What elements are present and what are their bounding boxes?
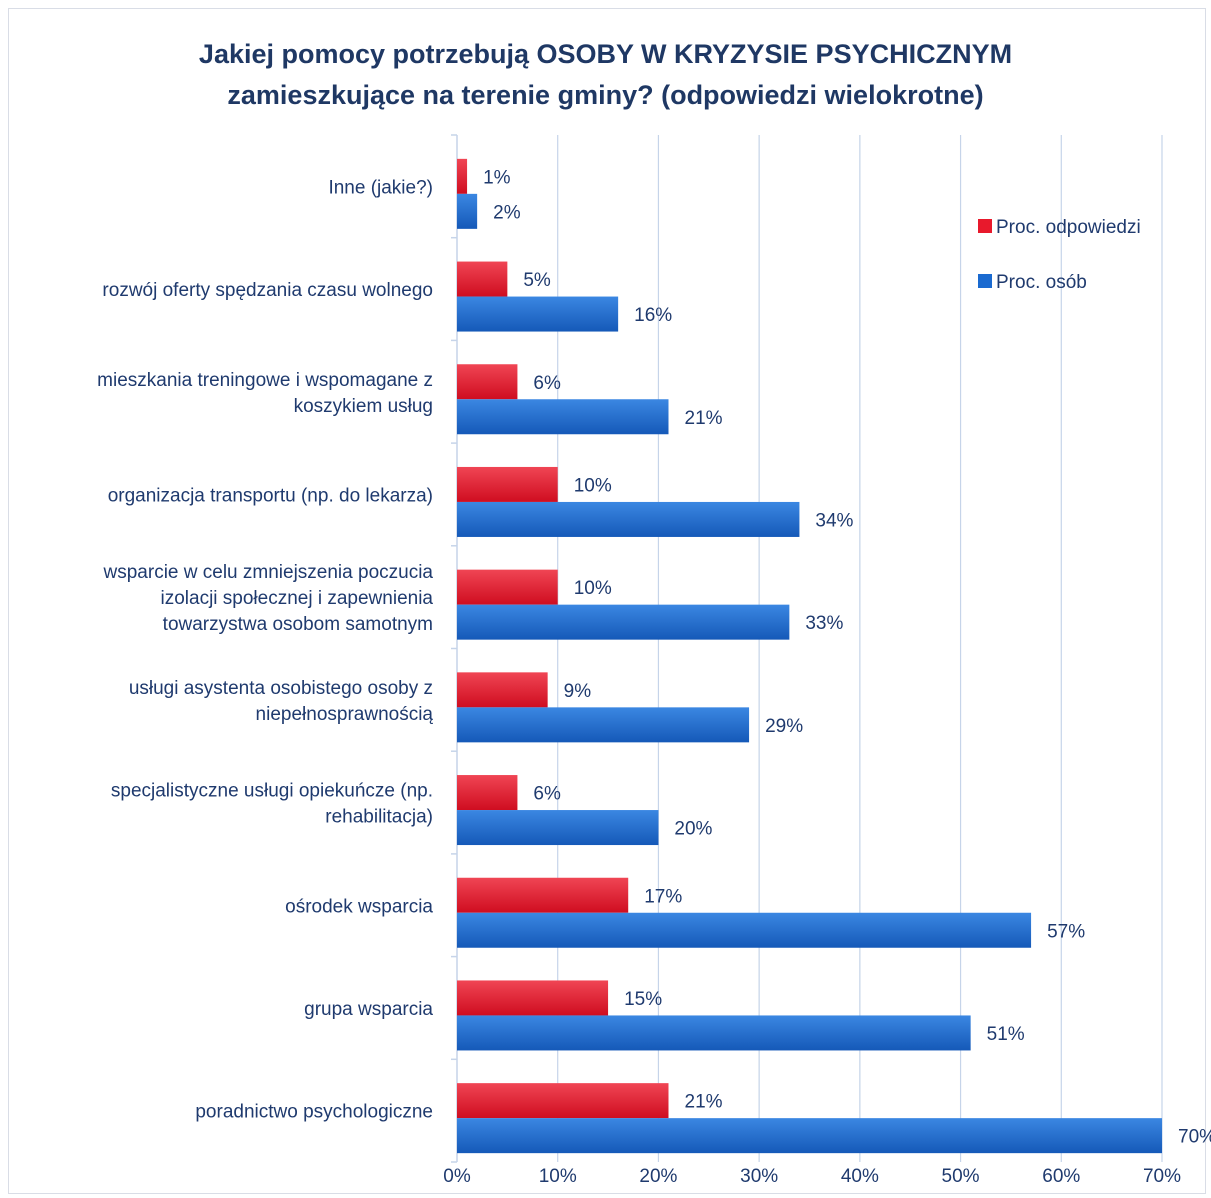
data-label: 15%: [624, 989, 662, 1010]
data-label: 34%: [815, 510, 853, 531]
bar-proc-osob: [457, 399, 669, 435]
x-tick-label: 60%: [1042, 1166, 1080, 1187]
x-tick-label: 40%: [841, 1166, 879, 1187]
category-label: usługi asystenta osobistego osoby z: [129, 678, 433, 699]
chart-title-line-2: zamieszkujące na terenie gminy? (odpowie…: [227, 80, 984, 110]
bar-proc-odpowiedzi: [457, 569, 558, 605]
bar-proc-osob: [457, 912, 1032, 948]
category-label: rehabilitacja): [325, 807, 433, 828]
data-label: 6%: [533, 373, 561, 394]
category-label: niepełnosprawnością: [256, 704, 434, 725]
bar-proc-osob: [457, 604, 790, 640]
legend-swatch-red: [978, 219, 992, 233]
x-tick-label: 70%: [1143, 1166, 1181, 1187]
bar-proc-odpowiedzi: [457, 1083, 669, 1119]
bar-proc-odpowiedzi: [457, 364, 518, 400]
bar-proc-odpowiedzi: [457, 877, 629, 913]
data-label: 9%: [564, 681, 592, 702]
bars: [457, 158, 1162, 1154]
bar-proc-odpowiedzi: [457, 261, 508, 297]
data-label: 6%: [533, 784, 561, 805]
data-label: 16%: [634, 305, 672, 326]
chart-title-line-1: Jakiej pomocy potrzebują OSOBY W KRYZYSI…: [198, 39, 1013, 69]
category-label: specjalistyczne usługi opiekuńcze (np.: [111, 781, 433, 802]
data-label: 57%: [1047, 921, 1085, 942]
bar-proc-osob: [457, 707, 750, 743]
legend: Proc. odpowiedzi Proc. osób: [978, 217, 1141, 293]
data-label: 21%: [685, 408, 723, 429]
x-tick-label: 10%: [539, 1166, 577, 1187]
category-label: poradnictwo psychologiczne: [195, 1102, 433, 1123]
data-label: 17%: [644, 886, 682, 907]
data-labels: 1% 5% 6% 10% 10% 9% 6% 17% 15% 21% 2% 16% 21% 34% 33% 2…: [483, 167, 1211, 1147]
category-label: rozwój oferty spędzania czasu wolnego: [102, 280, 433, 301]
bar-proc-odpowiedzi: [457, 158, 468, 194]
category-label: koszykiem usług: [294, 396, 433, 417]
legend-label: Proc. osób: [996, 272, 1087, 293]
y-axis: [451, 134, 458, 1163]
data-label: 10%: [574, 475, 612, 496]
category-label: organizacja transportu (np. do lekarza): [108, 485, 433, 506]
bar-proc-osob: [457, 810, 659, 846]
category-label: izolacji społecznej i zapewnienia: [161, 588, 434, 609]
legend-label: Proc. odpowiedzi: [996, 217, 1141, 238]
x-tick-label: 50%: [942, 1166, 980, 1187]
category-label: grupa wsparcia: [304, 999, 433, 1020]
data-label: 21%: [685, 1092, 723, 1113]
bar-proc-osob: [457, 501, 800, 537]
x-tick-label: 0%: [443, 1166, 471, 1187]
legend-swatch-blue: [978, 274, 992, 288]
data-label: 20%: [674, 819, 712, 840]
bar-proc-osob: [457, 193, 478, 229]
bar-proc-osob: [457, 1118, 1162, 1154]
data-label: 51%: [987, 1024, 1025, 1045]
bar-proc-odpowiedzi: [457, 980, 609, 1016]
data-label: 10%: [574, 578, 612, 599]
x-tick-label: 30%: [740, 1166, 778, 1187]
chart-title: Jakiej pomocy potrzebują OSOBY W KRYZYSI…: [0, 34, 1211, 116]
bar-proc-odpowiedzi: [457, 672, 548, 708]
data-label: 29%: [765, 716, 803, 737]
data-label: 2%: [493, 202, 521, 223]
category-label: towarzystwa osobom samotnym: [163, 614, 433, 635]
category-label: wsparcie w celu zmniejszenia poczucia: [103, 562, 434, 583]
bar-proc-odpowiedzi: [457, 775, 518, 811]
x-tick-label: 20%: [639, 1166, 677, 1187]
data-label: 70%: [1178, 1127, 1211, 1148]
x-tick-labels: 0% 10% 20% 30% 40% 50% 60% 70%: [443, 1166, 1181, 1187]
bar-proc-osob: [457, 296, 619, 332]
category-labels: Inne (jakie?) rozwój oferty spędzania cza…: [97, 177, 433, 1122]
data-label: 1%: [483, 167, 511, 188]
data-label: 33%: [805, 613, 843, 634]
category-label: Inne (jakie?): [328, 177, 433, 198]
bar-proc-odpowiedzi: [457, 466, 558, 502]
bar-proc-osob: [457, 1015, 971, 1051]
data-label: 5%: [523, 270, 551, 291]
category-label: ośrodek wsparcia: [285, 896, 433, 917]
category-label: mieszkania treningowe i wspomagane z: [97, 370, 433, 391]
